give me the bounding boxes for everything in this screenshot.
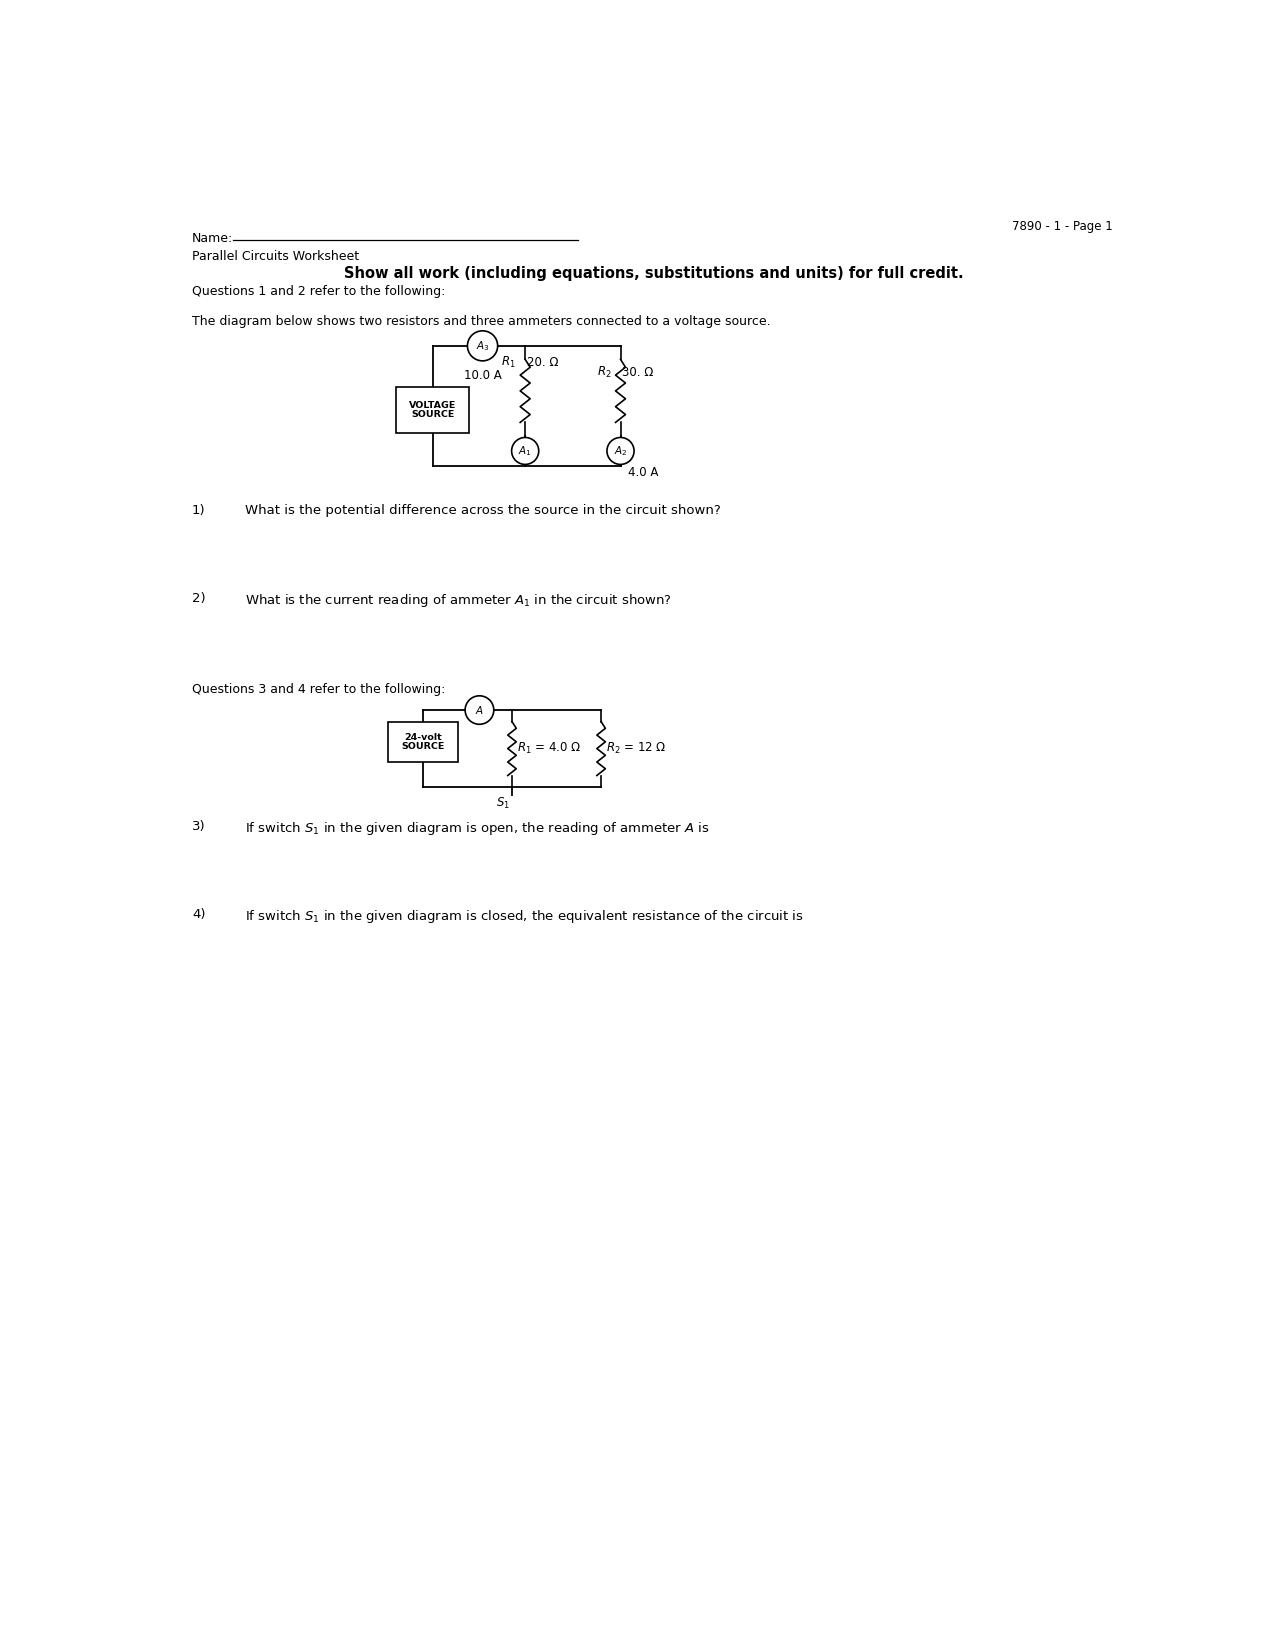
Text: 2): 2) [193,592,205,606]
Text: 7890 - 1 - Page 1: 7890 - 1 - Page 1 [1012,219,1113,233]
Text: 4.0 A: 4.0 A [629,465,659,478]
Text: 30. Ω: 30. Ω [622,366,653,380]
Bar [388,721,458,762]
Text: 1): 1) [193,505,205,518]
Text: 4): 4) [193,908,205,921]
Text: 24-volt: 24-volt [404,733,441,742]
Text: VOLTAGE: VOLTAGE [409,401,456,409]
Text: Questions 3 and 4 refer to the following:: Questions 3 and 4 refer to the following… [193,683,445,696]
Text: $A_2$: $A_2$ [613,444,627,457]
Text: $R_1$: $R_1$ [501,355,516,370]
Text: $A_3$: $A_3$ [476,338,490,353]
Text: SOURCE: SOURCE [411,409,454,419]
Text: If switch $S_1$ in the given diagram is closed, the equivalent resistance of the: If switch $S_1$ in the given diagram is … [245,908,803,926]
Text: Parallel Circuits Worksheet: Parallel Circuits Worksheet [193,251,360,264]
Text: If switch $S_1$ in the given diagram is open, the reading of ammeter $A$ is: If switch $S_1$ in the given diagram is … [245,820,709,837]
Text: Questions 1 and 2 refer to the following:: Questions 1 and 2 refer to the following… [193,285,445,299]
Text: $R_1$ = 4.0 Ω: $R_1$ = 4.0 Ω [516,741,580,756]
Text: $A$: $A$ [476,705,484,716]
Text: $S_1$: $S_1$ [496,797,510,812]
Text: SOURCE: SOURCE [402,741,445,751]
Text: What is the current reading of ammeter $A_1$ in the circuit shown?: What is the current reading of ammeter $… [245,592,672,609]
Text: 20. Ω: 20. Ω [527,356,558,370]
Text: Show all work (including equations, substitutions and units) for full credit.: Show all work (including equations, subs… [344,266,963,281]
Text: $R_2$ = 12 Ω: $R_2$ = 12 Ω [606,741,666,756]
Text: The diagram below shows two resistors and three ammeters connected to a voltage : The diagram below shows two resistors an… [193,315,770,328]
Text: 3): 3) [193,820,205,833]
Text: $R_2$: $R_2$ [597,365,611,381]
Text: What is the potential difference across the source in the circuit shown?: What is the potential difference across … [245,505,720,518]
Text: Name:: Name: [193,233,233,244]
Circle shape [465,696,493,724]
Circle shape [468,330,497,361]
Bar [395,386,469,432]
Circle shape [607,437,634,464]
Text: $A_1$: $A_1$ [519,444,532,457]
Circle shape [511,437,539,464]
Text: 10.0 A: 10.0 A [464,370,501,381]
